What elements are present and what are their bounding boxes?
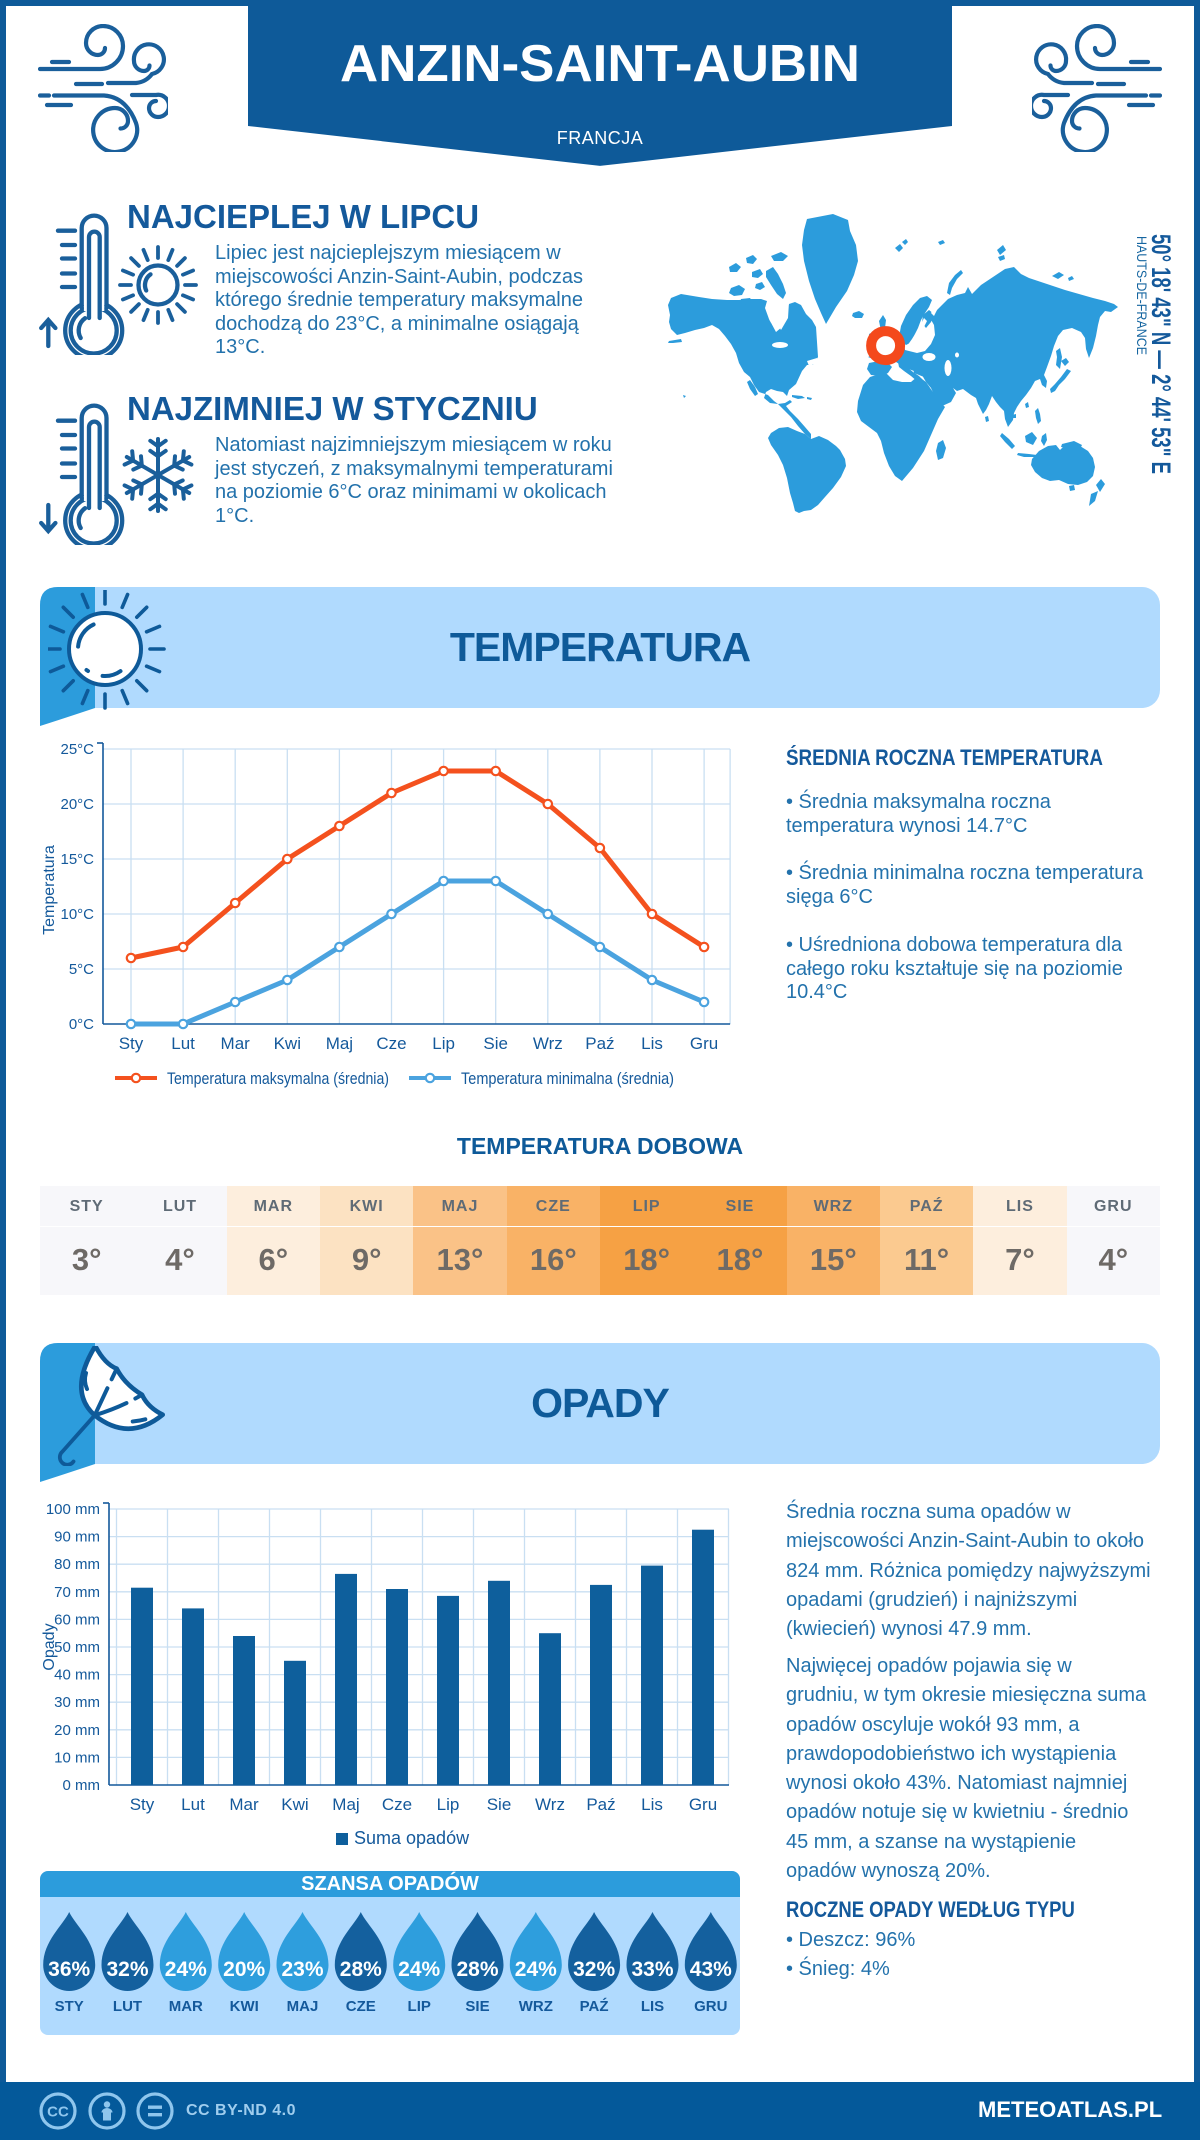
svg-text:80 mm: 80 mm [54, 1556, 100, 1573]
svg-text:10°C: 10°C [60, 906, 94, 923]
svg-text:Maj: Maj [326, 1034, 353, 1053]
svg-text:KWI: KWI [230, 1998, 259, 2015]
svg-text:WRZ: WRZ [519, 1998, 553, 2015]
svg-text:Lut: Lut [181, 1795, 205, 1814]
svg-text:Cze: Cze [376, 1034, 406, 1053]
svg-text:100 mm: 100 mm [46, 1501, 100, 1518]
svg-text:Temperatura: Temperatura [41, 845, 58, 935]
svg-text:10 mm: 10 mm [54, 1749, 100, 1766]
svg-text:Maj: Maj [332, 1795, 359, 1814]
svg-text:Paź: Paź [586, 1795, 615, 1814]
svg-text:Opady: Opady [41, 1623, 58, 1670]
svg-text:SIE: SIE [465, 1998, 489, 2015]
svg-text:40 mm: 40 mm [54, 1667, 100, 1684]
svg-text:LIS: LIS [641, 1998, 664, 2015]
svg-text:5°C: 5°C [69, 961, 94, 978]
svg-text:Gru: Gru [690, 1034, 718, 1053]
svg-text:70 mm: 70 mm [54, 1584, 100, 1601]
svg-text:STY: STY [55, 1998, 84, 2015]
svg-text:Sty: Sty [119, 1034, 144, 1053]
svg-text:50° 18' 43" N — 2° 44' 53" E: 50° 18' 43" N — 2° 44' 53" E [1146, 234, 1176, 474]
svg-text:Wrz: Wrz [533, 1034, 563, 1053]
svg-text:LUT: LUT [113, 1998, 142, 2015]
svg-text:Sie: Sie [483, 1034, 508, 1053]
svg-text:24%: 24% [165, 1958, 207, 1981]
svg-text:MAJ: MAJ [287, 1998, 319, 2015]
svg-text:32%: 32% [573, 1958, 615, 1981]
svg-text:28%: 28% [340, 1958, 382, 1981]
svg-text:36%: 36% [48, 1958, 90, 1981]
svg-text:50 mm: 50 mm [54, 1639, 100, 1656]
svg-text:GRU: GRU [694, 1998, 727, 2015]
svg-text:24%: 24% [515, 1958, 557, 1981]
svg-text:20°C: 20°C [60, 796, 94, 813]
svg-text:Mar: Mar [221, 1034, 251, 1053]
svg-text:0 mm: 0 mm [63, 1777, 101, 1794]
svg-text:Kwi: Kwi [274, 1034, 301, 1053]
svg-text:33%: 33% [631, 1958, 673, 1981]
svg-text:43%: 43% [690, 1958, 732, 1981]
svg-text:Mar: Mar [229, 1795, 259, 1814]
svg-text:PAŹ: PAŹ [580, 1998, 609, 2015]
svg-text:Wrz: Wrz [535, 1795, 565, 1814]
svg-text:Sty: Sty [130, 1795, 155, 1814]
svg-text:23%: 23% [281, 1958, 323, 1981]
svg-text:ANZIN-SAINT-AUBIN: ANZIN-SAINT-AUBIN [340, 35, 860, 93]
svg-text:0°C: 0°C [69, 1016, 94, 1033]
svg-text:30 mm: 30 mm [54, 1694, 100, 1711]
svg-text:Kwi: Kwi [281, 1795, 308, 1814]
svg-text:Lip: Lip [432, 1034, 455, 1053]
svg-text:Temperatura minimalna (średnia: Temperatura minimalna (średnia) [461, 1069, 674, 1088]
svg-text:CC: CC [47, 2104, 69, 2121]
svg-text:20%: 20% [223, 1958, 265, 1981]
svg-text:Lis: Lis [641, 1034, 663, 1053]
svg-text:LIP: LIP [408, 1998, 431, 2015]
svg-text:90 mm: 90 mm [54, 1529, 100, 1546]
svg-text:MAR: MAR [169, 1998, 203, 2015]
svg-text:Temperatura maksymalna (średni: Temperatura maksymalna (średnia) [167, 1069, 389, 1088]
svg-text:Cze: Cze [382, 1795, 412, 1814]
svg-text:28%: 28% [456, 1958, 498, 1981]
svg-text:HAUTS-DE-FRANCE: HAUTS-DE-FRANCE [1134, 236, 1150, 355]
svg-text:Lip: Lip [437, 1795, 460, 1814]
svg-text:24%: 24% [398, 1958, 440, 1981]
svg-text:Sie: Sie [487, 1795, 512, 1814]
svg-text:Suma opadów: Suma opadów [354, 1828, 470, 1848]
svg-text:15°C: 15°C [60, 851, 94, 868]
svg-text:Lut: Lut [171, 1034, 195, 1053]
svg-text:CZE: CZE [346, 1998, 376, 2015]
svg-text:Gru: Gru [689, 1795, 717, 1814]
svg-text:Lis: Lis [641, 1795, 663, 1814]
svg-text:32%: 32% [106, 1958, 148, 1981]
svg-text:20 mm: 20 mm [54, 1722, 100, 1739]
svg-text:25°C: 25°C [60, 741, 94, 758]
svg-text:Paź: Paź [585, 1034, 614, 1053]
svg-text:60 mm: 60 mm [54, 1611, 100, 1628]
